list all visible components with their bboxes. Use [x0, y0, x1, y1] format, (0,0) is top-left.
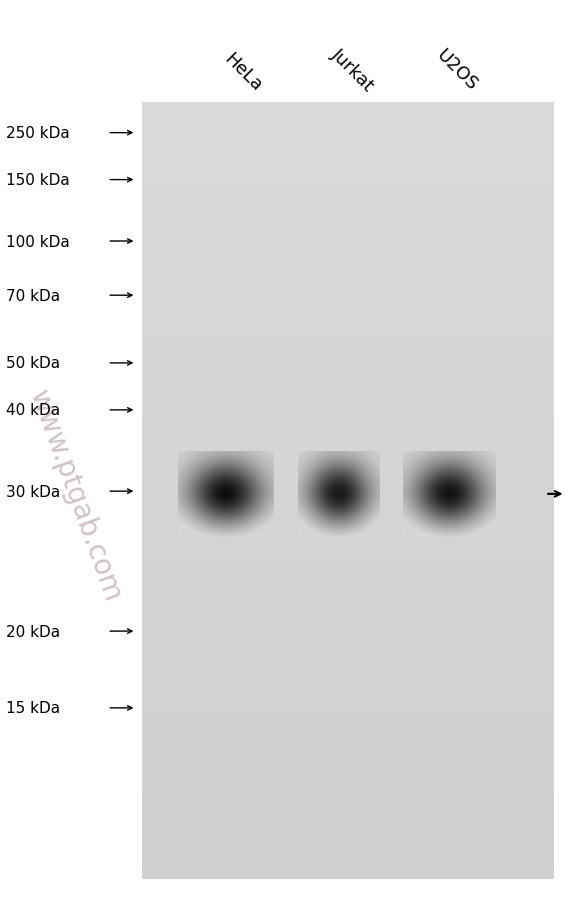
Text: www.ptgab.com: www.ptgab.com [24, 386, 127, 606]
Text: U2OS: U2OS [432, 47, 480, 95]
Text: 20 kDa: 20 kDa [6, 624, 60, 639]
Text: 150 kDa: 150 kDa [6, 173, 70, 188]
Text: 250 kDa: 250 kDa [6, 126, 70, 141]
Text: 70 kDa: 70 kDa [6, 289, 60, 303]
Text: 30 kDa: 30 kDa [6, 484, 60, 499]
Text: 15 kDa: 15 kDa [6, 701, 60, 715]
Text: 100 kDa: 100 kDa [6, 235, 70, 249]
Text: 40 kDa: 40 kDa [6, 403, 60, 418]
Text: HeLa: HeLa [220, 50, 266, 95]
Text: 50 kDa: 50 kDa [6, 356, 60, 371]
Text: Jurkat: Jurkat [328, 45, 378, 95]
